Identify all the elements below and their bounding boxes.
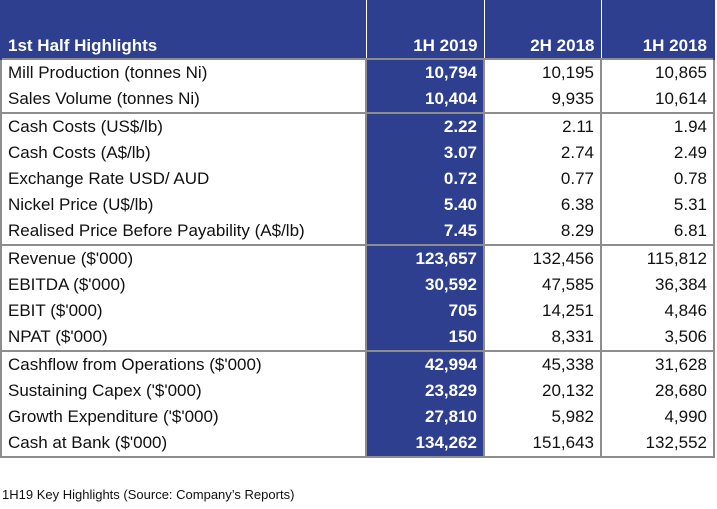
row-label: Revenue ($'000) xyxy=(0,244,367,272)
table-row: Sales Volume (tonnes Ni) 10,404 9,935 10,61… xyxy=(0,86,715,113)
table-row: Cash at Bank ($'000) 134,262 151,643 132,55… xyxy=(0,430,715,458)
value-2h-2018: 2.74 xyxy=(483,140,602,166)
row-label: Sales Volume (tonnes Ni) xyxy=(0,86,367,113)
table-row: Cashflow from Operations ($'000) 42,994 45… xyxy=(0,350,715,378)
value-1h-2019: 10,404 xyxy=(365,86,485,113)
value-1h-2019: 5.40 xyxy=(365,192,485,218)
value-2h-2018: 47,585 xyxy=(483,272,602,298)
value-1h-2019: 30,592 xyxy=(365,272,485,298)
value-1h-2018: 3,506 xyxy=(600,324,715,351)
value-1h-2019: 0.72 xyxy=(365,166,485,192)
value-1h-2018: 1.94 xyxy=(600,112,715,140)
row-label: Growth Expenditure ('$'000) xyxy=(0,404,367,430)
value-1h-2018: 28,680 xyxy=(600,378,715,404)
row-label: Cashflow from Operations ($'000) xyxy=(0,350,367,378)
row-label: Sustaining Capex ('$'000) xyxy=(0,378,367,404)
value-1h-2018: 2.49 xyxy=(600,140,715,166)
table-row: Cash Costs (US$/lb) 2.22 2.11 1.94 xyxy=(0,112,715,140)
value-1h-2019: 150 xyxy=(365,324,485,351)
value-1h-2019: 134,262 xyxy=(365,430,485,458)
row-label: Nickel Price (U$/lb) xyxy=(0,192,367,218)
value-1h-2018: 4,990 xyxy=(600,404,715,430)
row-label: Realised Price Before Payability (A$/lb) xyxy=(0,218,367,245)
row-label: EBIT ($'000) xyxy=(0,298,367,324)
value-1h-2018: 132,552 xyxy=(600,430,715,458)
table-row: Sustaining Capex ('$'000) 23,829 20,132 28,… xyxy=(0,378,715,404)
header-1h-2019: 1H 2019 xyxy=(365,0,485,59)
table-row: Exchange Rate USD/ AUD 0.72 0.77 0.78 xyxy=(0,166,715,192)
value-2h-2018: 10,195 xyxy=(483,58,602,86)
value-1h-2018: 115,812 xyxy=(600,244,715,272)
value-1h-2018: 10,865 xyxy=(600,58,715,86)
value-1h-2018: 10,614 xyxy=(600,86,715,113)
table-row: Revenue ($'000) 123,657 132,456 115,812 xyxy=(0,244,715,272)
value-2h-2018: 151,643 xyxy=(483,430,602,458)
value-1h-2018: 31,628 xyxy=(600,350,715,378)
value-1h-2018: 4,846 xyxy=(600,298,715,324)
value-1h-2019: 3.07 xyxy=(365,140,485,166)
value-2h-2018: 132,456 xyxy=(483,244,602,272)
value-1h-2018: 0.78 xyxy=(600,166,715,192)
value-2h-2018: 8.29 xyxy=(483,218,602,245)
value-1h-2019: 23,829 xyxy=(365,378,485,404)
table-row: Realised Price Before Payability (A$/lb)… xyxy=(0,218,715,245)
value-2h-2018: 45,338 xyxy=(483,350,602,378)
value-1h-2019: 7.45 xyxy=(365,218,485,245)
value-1h-2019: 42,994 xyxy=(365,350,485,378)
header-1h-2018: 1H 2018 xyxy=(600,0,715,59)
row-label: Cash Costs (US$/lb) xyxy=(0,112,367,140)
value-2h-2018: 14,251 xyxy=(483,298,602,324)
highlights-table: 1st Half Highlights 1H 2019 2H 2018 1H 2… xyxy=(0,0,715,458)
value-1h-2019: 123,657 xyxy=(365,244,485,272)
value-1h-2018: 5.31 xyxy=(600,192,715,218)
value-2h-2018: 2.11 xyxy=(483,112,602,140)
header-row: 1st Half Highlights 1H 2019 2H 2018 1H 2… xyxy=(0,0,715,59)
table-row: EBITDA ($'000) 30,592 47,585 36,384 xyxy=(0,272,715,298)
table-row: Cash Costs (A$/lb) 3.07 2.74 2.49 xyxy=(0,140,715,166)
row-label: EBITDA ($'000) xyxy=(0,272,367,298)
value-1h-2019: 10,794 xyxy=(365,58,485,86)
value-2h-2018: 5,982 xyxy=(483,404,602,430)
table-body: Mill Production (tonnes Ni) 10,794 10,195 1… xyxy=(0,58,715,458)
row-label: Cash Costs (A$/lb) xyxy=(0,140,367,166)
row-label: NPAT ($'000) xyxy=(0,324,367,351)
table-row: EBIT ($'000) 705 14,251 4,846 xyxy=(0,298,715,324)
value-2h-2018: 0.77 xyxy=(483,166,602,192)
header-label-cell: 1st Half Highlights xyxy=(0,0,367,59)
table-row: Growth Expenditure ('$'000) 27,810 5,982 4,… xyxy=(0,404,715,430)
table-row: Nickel Price (U$/lb) 5.40 6.38 5.31 xyxy=(0,192,715,218)
header-2h-2018: 2H 2018 xyxy=(483,0,602,59)
value-1h-2019: 27,810 xyxy=(365,404,485,430)
table-row: NPAT ($'000) 150 8,331 3,506 xyxy=(0,324,715,351)
row-label: Cash at Bank ($'000) xyxy=(0,430,367,458)
value-2h-2018: 8,331 xyxy=(483,324,602,351)
value-1h-2018: 36,384 xyxy=(600,272,715,298)
row-label: Mill Production (tonnes Ni) xyxy=(0,58,367,86)
value-2h-2018: 20,132 xyxy=(483,378,602,404)
row-label: Exchange Rate USD/ AUD xyxy=(0,166,367,192)
value-2h-2018: 6.38 xyxy=(483,192,602,218)
table-caption: 1H19 Key Highlights (Source: Company’s R… xyxy=(2,487,295,502)
table-row: Mill Production (tonnes Ni) 10,794 10,195 1… xyxy=(0,58,715,86)
value-1h-2019: 705 xyxy=(365,298,485,324)
value-2h-2018: 9,935 xyxy=(483,86,602,113)
value-1h-2018: 6.81 xyxy=(600,218,715,245)
value-1h-2019: 2.22 xyxy=(365,112,485,140)
